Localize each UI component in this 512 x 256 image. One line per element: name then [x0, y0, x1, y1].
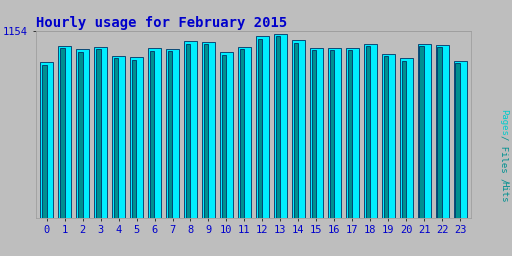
Bar: [76, 49, 89, 218]
Bar: [60, 48, 65, 218]
Text: Hourly usage for February 2015: Hourly usage for February 2015: [36, 16, 287, 29]
Bar: [255, 36, 269, 218]
Bar: [418, 44, 431, 218]
Bar: [150, 51, 155, 218]
Bar: [238, 47, 251, 218]
Bar: [186, 44, 190, 218]
Bar: [274, 34, 287, 218]
Bar: [202, 42, 215, 218]
Bar: [454, 60, 467, 218]
Bar: [346, 48, 359, 218]
Text: Pages: Pages: [499, 110, 508, 136]
Bar: [436, 45, 449, 218]
Bar: [310, 48, 323, 218]
Bar: [204, 44, 208, 218]
Bar: [168, 51, 173, 218]
Bar: [42, 65, 47, 218]
Bar: [381, 54, 395, 218]
Bar: [58, 46, 71, 218]
Bar: [112, 56, 125, 218]
Bar: [40, 62, 53, 218]
Bar: [312, 50, 316, 218]
Bar: [399, 58, 413, 218]
Bar: [456, 63, 460, 218]
Bar: [130, 57, 143, 218]
Bar: [401, 60, 406, 218]
Bar: [184, 41, 197, 218]
Bar: [364, 44, 377, 218]
Bar: [292, 40, 305, 218]
Bar: [114, 58, 118, 218]
Bar: [222, 55, 226, 218]
Bar: [148, 48, 161, 218]
Text: / Files /: / Files /: [499, 135, 508, 183]
Bar: [96, 49, 100, 218]
Bar: [293, 43, 298, 218]
Bar: [258, 39, 262, 218]
Bar: [275, 36, 281, 218]
Bar: [132, 60, 137, 218]
Bar: [383, 57, 388, 218]
Bar: [240, 49, 244, 218]
Bar: [94, 47, 108, 218]
Bar: [78, 52, 82, 218]
Bar: [419, 46, 424, 218]
Bar: [437, 47, 442, 218]
Bar: [328, 48, 341, 218]
Bar: [166, 49, 179, 218]
Bar: [220, 52, 233, 218]
Bar: [348, 50, 352, 218]
Bar: [366, 46, 370, 218]
Bar: [330, 50, 334, 218]
Text: Hits: Hits: [499, 181, 508, 203]
